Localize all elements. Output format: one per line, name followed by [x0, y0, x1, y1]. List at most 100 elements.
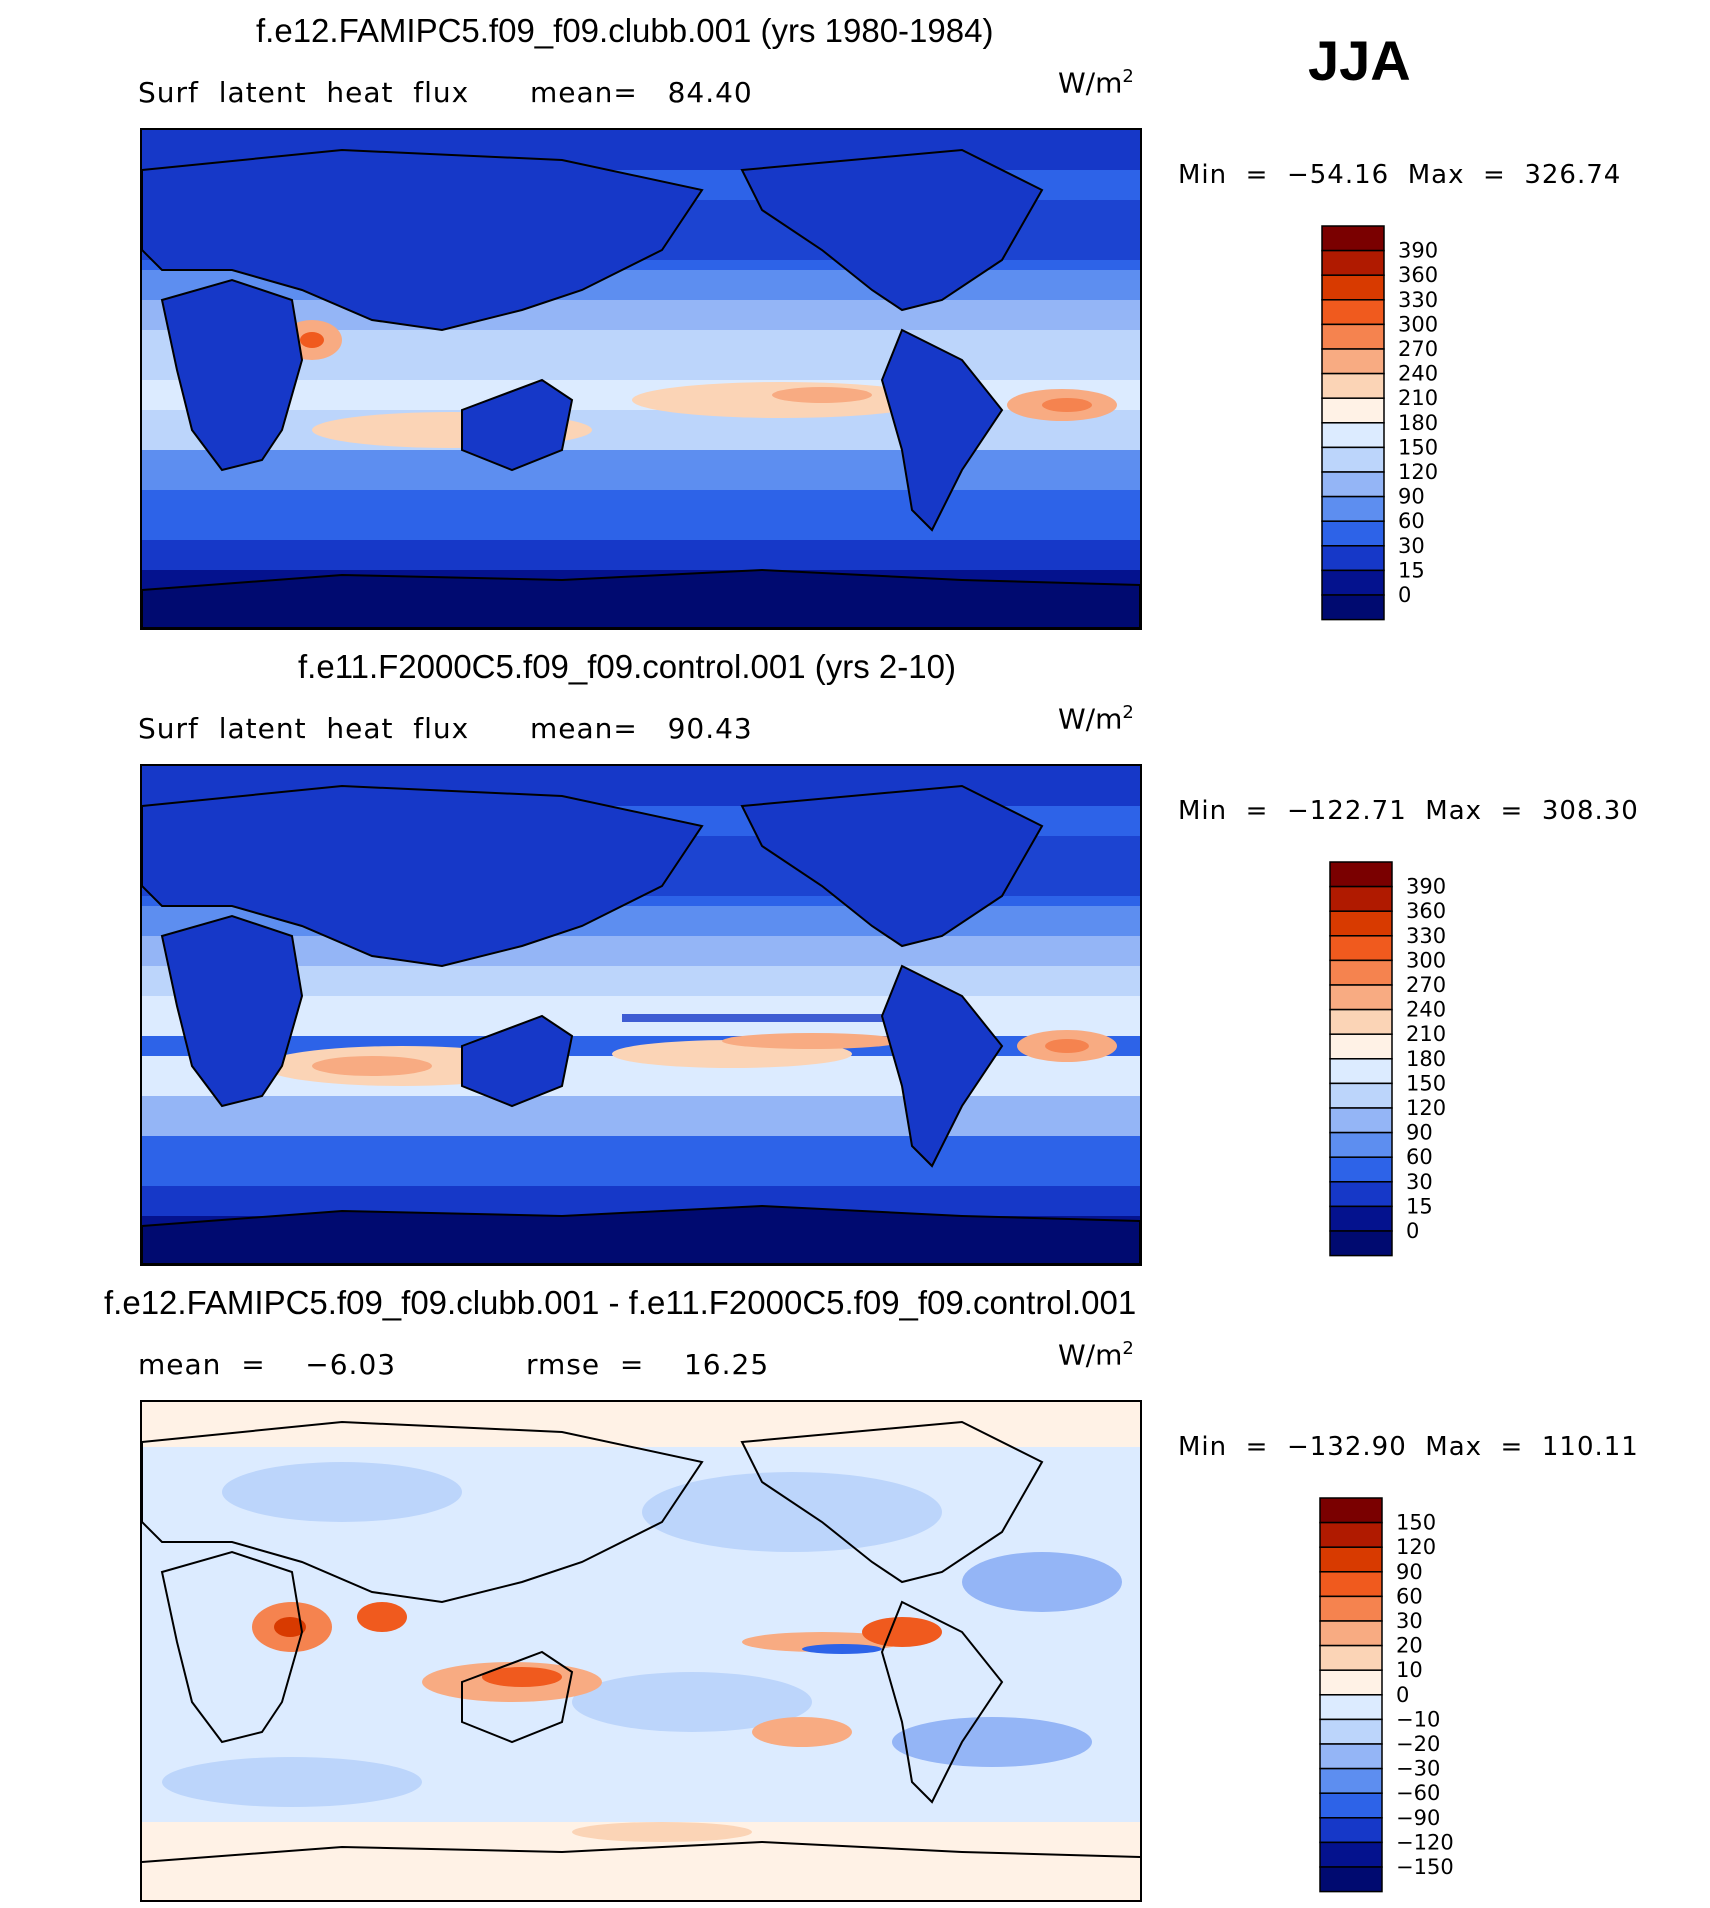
panel-1-variable-label: Surf latent heat flux [138, 76, 470, 109]
colorbar-tick-label: 390 [1406, 875, 1446, 899]
panel-1-units-exp: 2 [1122, 66, 1134, 87]
colorbar-box [1319, 1669, 1383, 1696]
colorbar-tick-label: 210 [1406, 1022, 1446, 1046]
colorbar-box [1319, 1817, 1383, 1844]
colorbar-tick-label: 120 [1406, 1096, 1446, 1120]
colorbar-box [1329, 1156, 1393, 1183]
colorbar-tick-label: 90 [1398, 485, 1425, 509]
colorbar-box [1329, 1230, 1393, 1257]
colorbar-box [1329, 1181, 1393, 1208]
colorbar-tick-label: 150 [1406, 1071, 1446, 1095]
panel-1-colorbar: 390 360 330 300 270 240 210 180 150 120 90 60 30 15 0 [1320, 224, 1480, 621]
panel-2-map [140, 764, 1142, 1266]
colorbar-tick-label: 330 [1406, 924, 1446, 948]
colorbar-box [1321, 520, 1385, 547]
colorbar-box [1319, 1644, 1383, 1671]
colorbar-tick-label: 90 [1406, 1121, 1433, 1145]
colorbar-box [1329, 910, 1393, 937]
colorbar-tick-label: −60 [1396, 1781, 1440, 1805]
panel-3-colorbar: 150 120 90 60 30 20 10 0 −10 −20 −30 −60 −90 −120 −150 [1318, 1496, 1478, 1893]
colorbar-tick-label: 270 [1406, 973, 1446, 997]
colorbar-box [1321, 545, 1385, 572]
colorbar-box [1319, 1694, 1383, 1721]
colorbar-tick-label: 300 [1398, 312, 1438, 336]
colorbar-tick-label: 150 [1398, 435, 1438, 459]
colorbar-tick-label: 360 [1398, 263, 1438, 287]
colorbar-tick-label: 270 [1398, 337, 1438, 361]
panel-2-units: W/m2 [1058, 702, 1134, 735]
colorbar-box [1321, 299, 1385, 326]
colorbar-tick-label: 0 [1396, 1683, 1409, 1707]
colorbar-box [1329, 1082, 1393, 1109]
panel-1-map [140, 128, 1142, 630]
colorbar-box [1319, 1792, 1383, 1819]
colorbar-box [1319, 1595, 1383, 1622]
panel-3-mean-label: mean = −6.03 [138, 1348, 397, 1381]
colorbar-box [1329, 1205, 1393, 1232]
colorbar-box [1319, 1841, 1383, 1868]
colorbar-box [1321, 372, 1385, 399]
colorbar-box [1321, 274, 1385, 301]
colorbar-box [1321, 422, 1385, 449]
colorbar-tick-label: 20 [1396, 1634, 1423, 1658]
panel-3-minmax: Min = −132.90 Max = 110.11 [1178, 1432, 1639, 1462]
colorbar-box [1319, 1718, 1383, 1745]
colorbar-box [1329, 935, 1393, 962]
colorbar-box [1319, 1743, 1383, 1770]
panel-2-minmax: Min = −122.71 Max = 308.30 [1178, 796, 1639, 826]
panel-3-units-exp: 2 [1122, 1338, 1134, 1359]
colorbar-box [1321, 348, 1385, 375]
colorbar-tick-label: 60 [1398, 509, 1425, 533]
colorbar-box [1321, 495, 1385, 522]
colorbar-tick-label: −150 [1396, 1855, 1454, 1879]
colorbar-tick-label: 330 [1398, 288, 1438, 312]
panel-1-map-svg [142, 130, 1140, 628]
colorbar-box [1329, 1033, 1393, 1060]
colorbar-tick-label: 0 [1406, 1219, 1419, 1243]
colorbar-box [1329, 984, 1393, 1011]
colorbar-tick-label: 210 [1398, 386, 1438, 410]
panel-3-units: W/m2 [1058, 1338, 1134, 1371]
season-label: JJA [1308, 29, 1411, 92]
colorbar-box [1321, 323, 1385, 350]
colorbar-tick-label: 300 [1406, 948, 1446, 972]
panel-1-units-base: W/m [1058, 66, 1123, 100]
colorbar-box [1321, 249, 1385, 276]
colorbar-box [1319, 1767, 1383, 1794]
colorbar-tick-label: 10 [1396, 1658, 1423, 1682]
panel-2-mean-label: mean= 90.43 [530, 712, 753, 745]
colorbar-tick-label: −30 [1396, 1757, 1440, 1781]
panel-1-mean-label: mean= 84.40 [530, 76, 753, 109]
colorbar-tick-label: −20 [1396, 1732, 1440, 1756]
colorbar-box [1321, 446, 1385, 473]
panel-2-units-exp: 2 [1122, 702, 1134, 723]
colorbar-tick-label: 15 [1406, 1194, 1433, 1218]
panel-3-units-base: W/m [1058, 1338, 1123, 1372]
colorbar-box [1319, 1546, 1383, 1573]
panel-2-colorbar: 390 360 330 300 270 240 210 180 150 120 90 60 30 15 0 [1328, 860, 1488, 1257]
colorbar-box [1319, 1866, 1383, 1893]
colorbar-tick-label: 390 [1398, 239, 1438, 263]
colorbar-tick-label: 60 [1396, 1584, 1423, 1608]
colorbar-box [1319, 1521, 1383, 1548]
colorbar-tick-label: 15 [1398, 558, 1425, 582]
panel-1-title: f.e12.FAMIPC5.f09_f09.clubb.001 (yrs 198… [256, 12, 994, 49]
colorbar-tick-label: 60 [1406, 1145, 1433, 1169]
colorbar-tick-label: 30 [1406, 1170, 1433, 1194]
colorbar-tick-label: 120 [1398, 460, 1438, 484]
colorbar-box [1329, 1131, 1393, 1158]
colorbar-box [1329, 959, 1393, 986]
colorbar-tick-label: −90 [1396, 1806, 1440, 1830]
colorbar-box [1329, 1008, 1393, 1035]
panel-2-title: f.e11.F2000C5.f09_f09.control.001 (yrs 2… [298, 648, 956, 685]
colorbar-box [1321, 594, 1385, 621]
colorbar-tick-label: 180 [1398, 411, 1438, 435]
panel-1-units: W/m2 [1058, 66, 1134, 99]
colorbar-tick-label: −120 [1396, 1830, 1454, 1854]
colorbar-box [1319, 1497, 1383, 1524]
panel-1-minmax: Min = −54.16 Max = 326.74 [1178, 160, 1622, 190]
colorbar-tick-label: −10 [1396, 1707, 1440, 1731]
